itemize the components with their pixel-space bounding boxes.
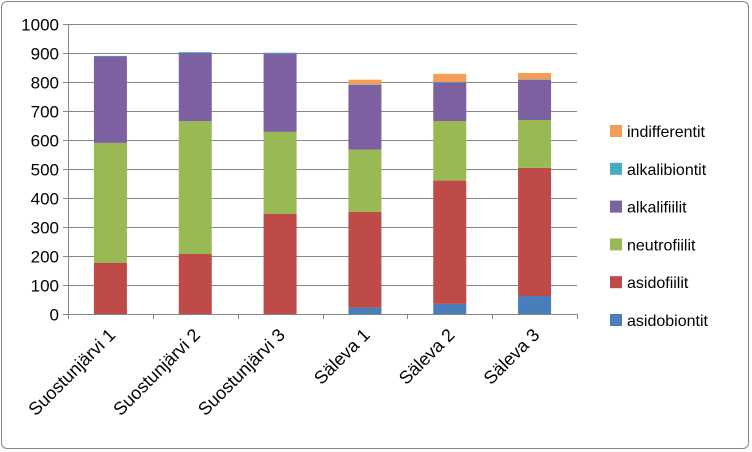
y-tick-label-600: 600	[31, 132, 59, 151]
bar-neutrofiilit-suostunjarvi-1	[93, 142, 127, 263]
bar-asidofiilit-suostunjarvi-3	[263, 213, 297, 314]
bar-alkalibiontit-suostunjarvi-2	[178, 52, 212, 53]
bar-alkalibiontit-saleva-2	[433, 82, 467, 83]
bar-alkalifiilit-saleva-1	[348, 84, 382, 150]
bar-indifferentit-saleva-1	[348, 79, 382, 85]
bar-alkalibiontit-suostunjarvi-1	[93, 55, 127, 57]
legend-swatch-neutrofiilit	[610, 238, 622, 251]
legend-swatch-alkalibiontit	[610, 162, 622, 175]
bar-asidobiontit-saleva-3	[518, 296, 552, 314]
bar-asidobiontit-saleva-2	[433, 303, 467, 314]
y-tick-label-400: 400	[31, 190, 59, 209]
bar-neutrofiilit-saleva-2	[433, 121, 467, 181]
axes	[63, 24, 578, 319]
bar-neutrofiilit-saleva-1	[348, 149, 382, 212]
bar-indifferentit-saleva-3	[518, 73, 552, 80]
bar-asidofiilit-suostunjarvi-2	[178, 253, 212, 314]
y-tick-label-200: 200	[31, 248, 59, 267]
bar-asidofiilit-suostunjarvi-1	[93, 262, 127, 314]
legend-label-alkalifiilit: alkalifiilit	[627, 200, 687, 217]
legend-label-indifferentit: indifferentit	[627, 124, 706, 141]
x-tick-label-suostunjarvi-1: Suostunjärvi 1	[24, 325, 119, 420]
bar-alkalifiilit-saleva-3	[518, 79, 552, 120]
bar-alkalifiilit-suostunjarvi-1	[93, 56, 127, 143]
legend: indifferentit alkalibiontit alkalifiilit ne…	[610, 124, 709, 330]
y-tick-label-100: 100	[31, 277, 59, 296]
legend-label-asidobiontit: asidobiontit	[627, 313, 709, 330]
bar-asidobiontit-saleva-1	[348, 307, 382, 314]
y-tick-label-500: 500	[31, 161, 59, 180]
x-tick-label-suostunjarvi-3: Suostunjärvi 3	[194, 325, 289, 420]
y-tick-labels: 0 100 200 300 400 500 600 700 800 900 1000	[21, 16, 59, 325]
x-tick-label-suostunjarvi-2: Suostunjärvi 2	[109, 325, 204, 420]
bar-indifferentit-saleva-2	[433, 73, 467, 82]
bar-asidofiilit-saleva-2	[433, 180, 467, 304]
bars	[93, 52, 552, 314]
legend-label-neutrofiilit: neutrofiilit	[627, 237, 696, 254]
y-tick-label-300: 300	[31, 219, 59, 238]
legend-label-alkalibiontit: alkalibiontit	[627, 162, 707, 179]
y-tick-label-900: 900	[31, 45, 59, 64]
gridlines	[68, 24, 577, 286]
bar-neutrofiilit-suostunjarvi-3	[263, 131, 297, 214]
bar-neutrofiilit-saleva-3	[518, 119, 552, 168]
bar-alkalifiilit-saleva-2	[433, 82, 467, 122]
legend-label-asidofiilit: asidofiilit	[627, 275, 689, 292]
bar-alkalibiontit-saleva-1	[348, 84, 382, 85]
y-tick-label-700: 700	[31, 103, 59, 122]
x-tick-label-saleva-3: Säleva 3	[480, 325, 544, 389]
legend-swatch-alkalifiilit	[610, 200, 622, 213]
y-tick-label-800: 800	[31, 74, 59, 93]
bar-alkalibiontit-suostunjarvi-3	[263, 52, 297, 54]
bar-asidofiilit-saleva-3	[518, 167, 552, 297]
bar-alkalifiilit-suostunjarvi-3	[263, 53, 297, 132]
y-tick-label-1000: 1000	[21, 16, 59, 35]
bar-alkalifiilit-suostunjarvi-2	[178, 53, 212, 122]
legend-swatch-indifferentit	[610, 125, 622, 137]
bar-alkalibiontit-saleva-3	[518, 79, 552, 80]
x-tick-label-saleva-2: Säleva 2	[395, 325, 459, 389]
legend-swatch-asidobiontit	[610, 314, 622, 326]
x-tick-label-saleva-1: Säleva 1	[310, 325, 374, 389]
bar-neutrofiilit-suostunjarvi-2	[178, 121, 212, 254]
bar-asidofiilit-saleva-1	[348, 211, 382, 308]
legend-swatch-asidofiilit	[610, 276, 622, 289]
y-tick-label-0: 0	[50, 306, 59, 325]
